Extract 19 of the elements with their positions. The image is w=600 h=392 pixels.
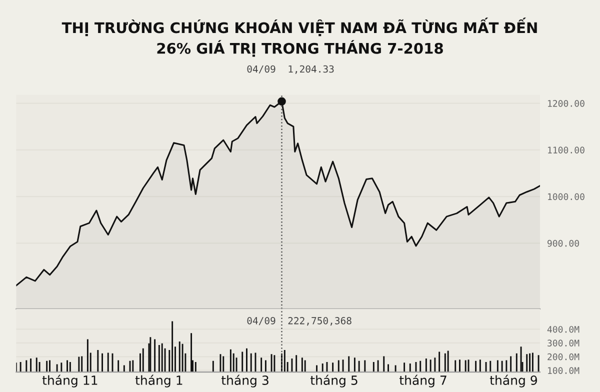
x-tick-label: tháng 1 <box>135 374 182 388</box>
x-tick-label: tháng 11 <box>42 374 98 388</box>
ref-line-label: 04/09 <box>247 65 276 74</box>
y-tick-label: 900.00 <box>548 240 579 247</box>
y-tick-label: 1200.00 <box>548 100 584 107</box>
chart-title: THỊ TRƯỜNG CHỨNG KHOÁN VIỆT NAM ĐÃ TỪNG MẤT ĐẾN 26% GIÁ TRỊ TRONG THÁNG 7-2018 <box>62 18 537 57</box>
text: 1,204.33 <box>288 65 334 74</box>
x-tick-label: tháng 3 <box>221 374 268 388</box>
y-tick-label: 400.0M <box>547 326 580 333</box>
x-tick-label: tháng 9 <box>490 374 537 388</box>
x-tick-label: tháng 7 <box>399 374 446 388</box>
annotation: 222,750,368 <box>288 317 352 326</box>
y-tick-label: 200.0M <box>548 353 580 360</box>
y-tick-label: 100.0M <box>548 367 580 374</box>
ref-line-label: 04/09 <box>247 317 276 326</box>
y-tick-label: 1000.00 <box>548 193 584 200</box>
y-tick-label: 300.0M <box>548 340 580 347</box>
x-tick-label: tháng 5 <box>310 374 358 388</box>
y-tick-label: 1100.00 <box>548 146 584 154</box>
